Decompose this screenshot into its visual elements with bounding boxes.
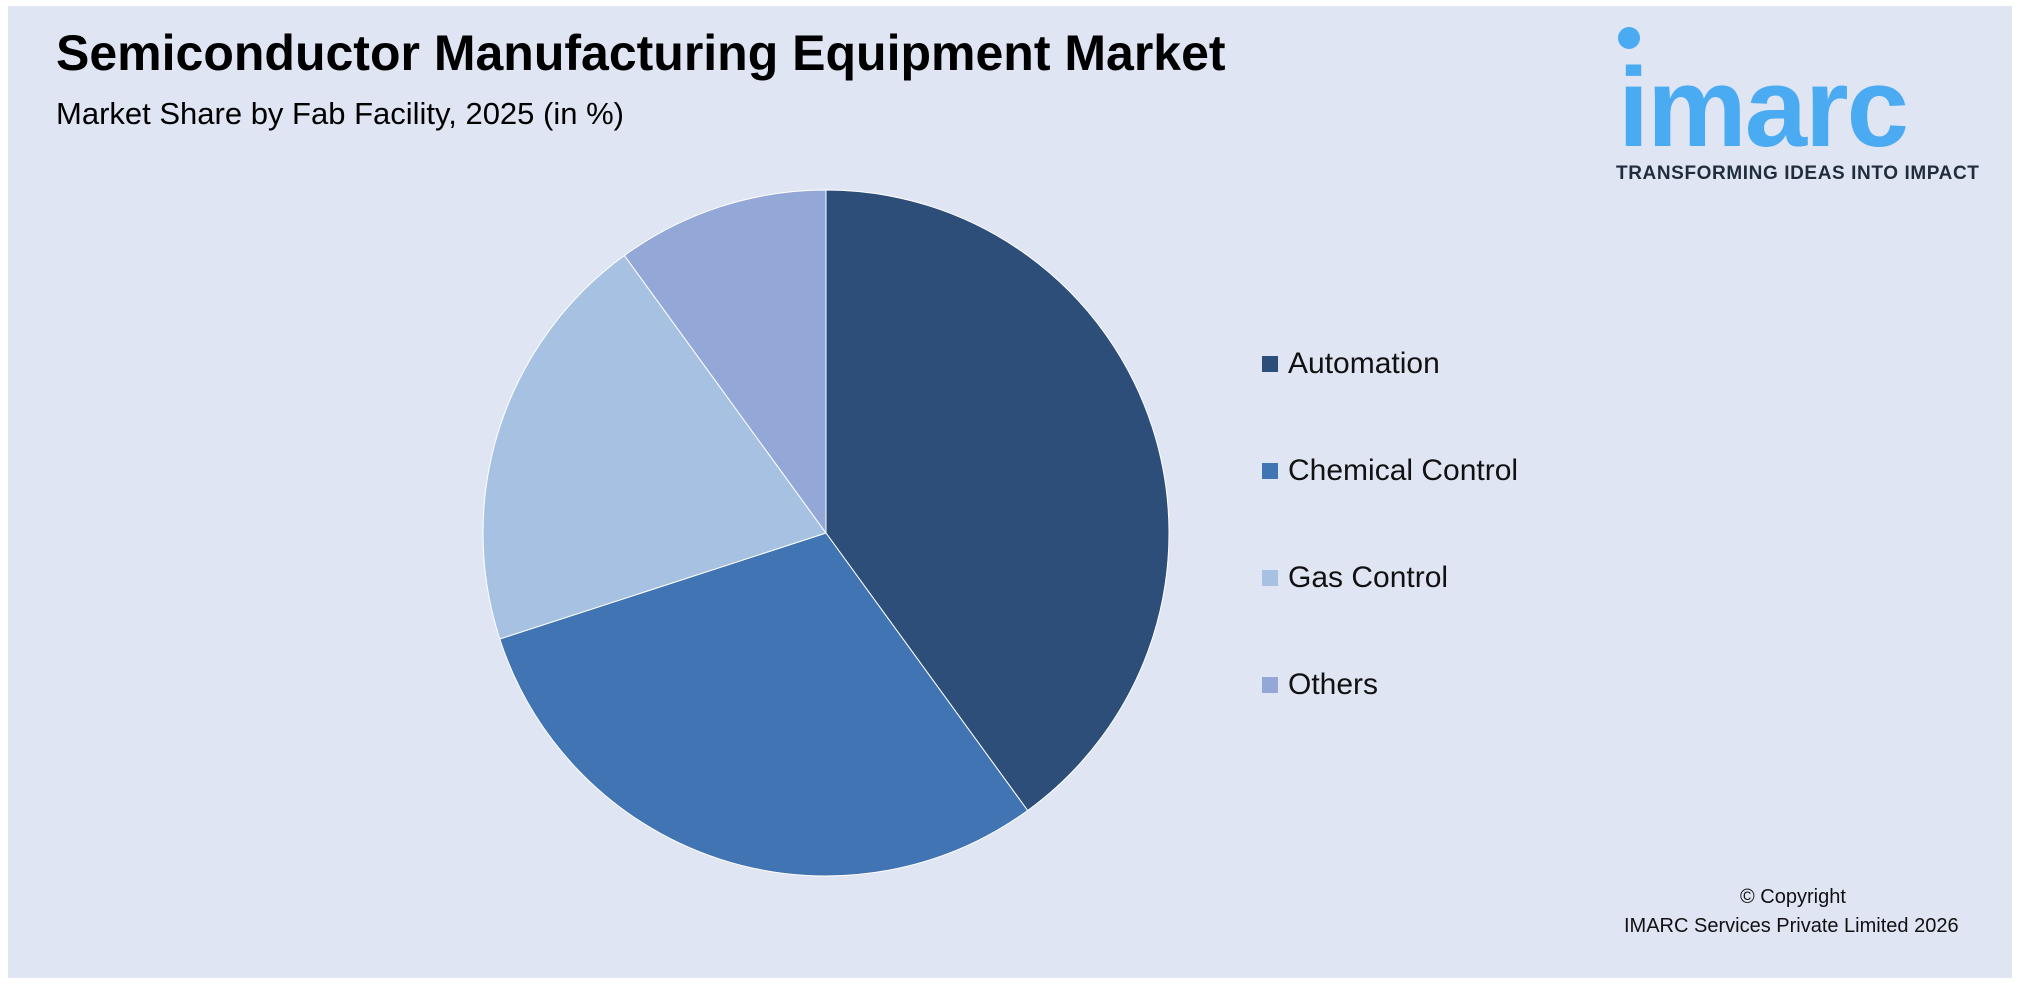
legend-swatch-automation xyxy=(1262,356,1278,372)
legend-swatch-others xyxy=(1262,677,1278,693)
legend-item-chemical-control: Chemical Control xyxy=(1262,451,1518,491)
logo-wordmark: imarc xyxy=(1618,45,1909,170)
legend-label-automation: Automation xyxy=(1288,347,1440,380)
imarc-logo: imarc TRANSFORMING IDEAS INTO IMPACT xyxy=(1610,20,2000,195)
legend-label-others: Others xyxy=(1288,668,1379,701)
logo-tagline: TRANSFORMING IDEAS INTO IMPACT xyxy=(1616,163,1980,184)
pie-slice-others xyxy=(623,189,827,535)
copyright-organization: IMARC Services Private Limited 2026 xyxy=(1624,915,1959,937)
legend-swatch-chemical-control xyxy=(1262,463,1278,479)
logo-dot-icon xyxy=(1618,27,1640,49)
pie-slice-gas-control xyxy=(482,254,827,640)
pie-slice-chemical-control xyxy=(499,532,1029,877)
chart-subtitle: Market Share by Fab Facility, 2025 (in %… xyxy=(56,96,624,131)
legend-item-gas-control: Gas Control xyxy=(1262,558,1518,598)
legend-item-others: Others xyxy=(1262,665,1518,705)
pie-slice-automation xyxy=(825,189,1170,812)
chart-title: Semiconductor Manufacturing Equipment Ma… xyxy=(56,25,1226,81)
copyright-notice: © Copyright xyxy=(1740,886,1846,908)
legend-label-chemical-control: Chemical Control xyxy=(1288,454,1519,487)
legend-item-automation: Automation xyxy=(1262,344,1518,384)
legend-swatch-gas-control xyxy=(1262,570,1278,586)
legend-label-gas-control: Gas Control xyxy=(1288,561,1449,594)
chart-legend: Automation Chemical Control Gas Control … xyxy=(1262,344,1518,772)
